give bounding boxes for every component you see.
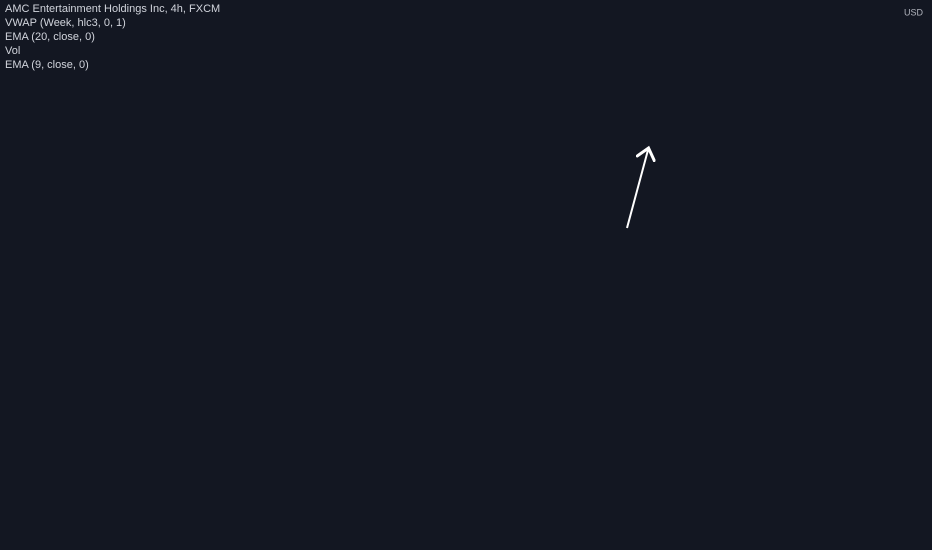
price-axis	[895, 0, 932, 550]
currency: USD	[904, 7, 924, 17]
legend-item: EMA (9, close, 0)	[5, 59, 89, 71]
arrow	[626, 150, 648, 229]
legend-item: Vol	[5, 45, 20, 57]
legend: AMC Entertainment Holdings Inc, 4h, FXCM…	[5, 3, 220, 71]
legend-item: VWAP (Week, hlc3, 0, 1)	[5, 17, 126, 29]
legend-title: AMC Entertainment Holdings Inc, 4h, FXCM	[5, 3, 220, 15]
drawings	[626, 150, 648, 229]
legend-item: EMA (20, close, 0)	[5, 31, 95, 43]
